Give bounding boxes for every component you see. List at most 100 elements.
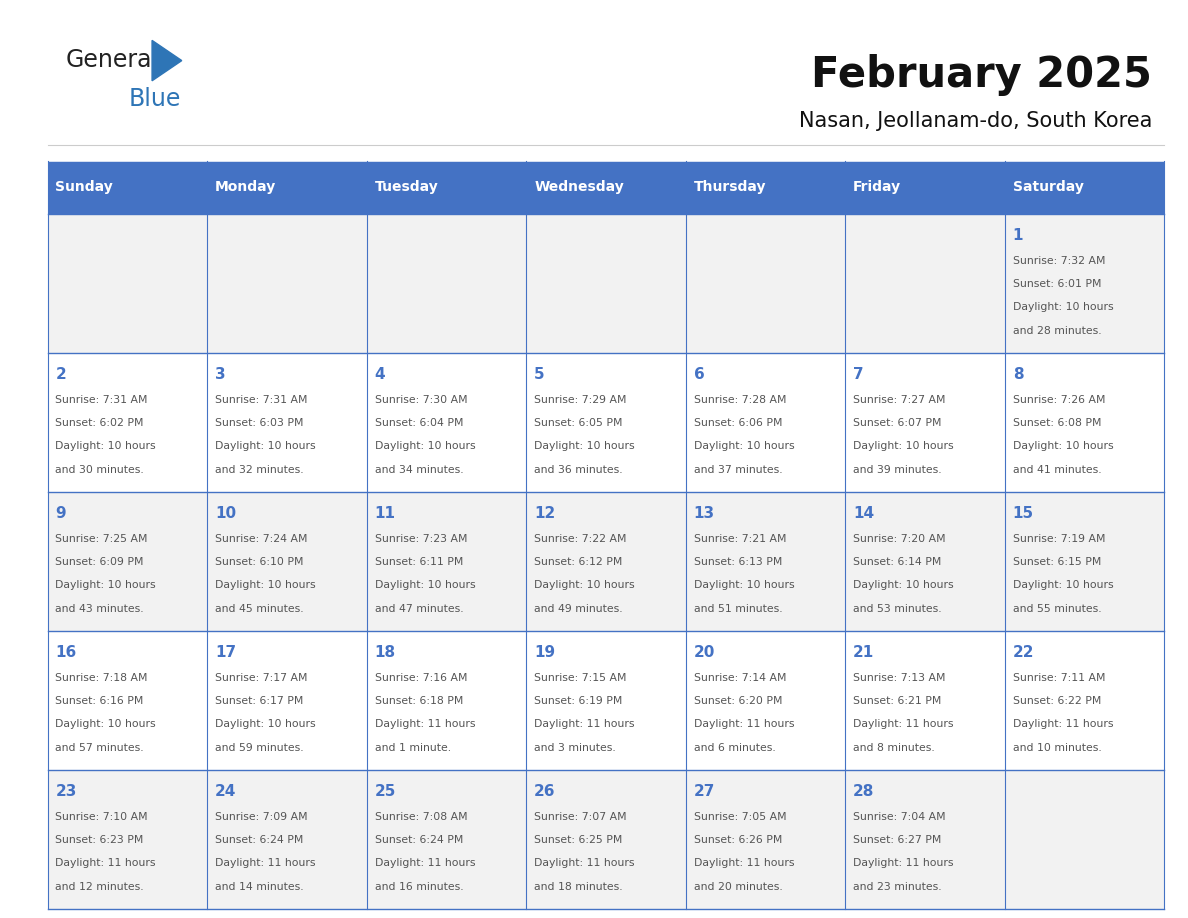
Bar	[845, 492, 1005, 631]
Text: Sunset: 6:08 PM: Sunset: 6:08 PM	[1012, 419, 1101, 428]
Text: and 57 minutes.: and 57 minutes.	[56, 743, 144, 753]
Text: 20: 20	[694, 644, 715, 660]
Text: Sunset: 6:02 PM: Sunset: 6:02 PM	[56, 419, 144, 428]
Text: 13: 13	[694, 506, 715, 521]
Text: Sunset: 6:14 PM: Sunset: 6:14 PM	[853, 557, 942, 567]
Text: Monday: Monday	[215, 180, 277, 195]
Text: and 41 minutes.: and 41 minutes.	[1012, 465, 1101, 475]
Text: Daylight: 10 hours: Daylight: 10 hours	[853, 580, 954, 590]
Text: Sunset: 6:03 PM: Sunset: 6:03 PM	[215, 419, 303, 428]
Text: Daylight: 11 hours: Daylight: 11 hours	[694, 719, 794, 729]
Text: Sunrise: 7:11 AM: Sunrise: 7:11 AM	[1012, 673, 1105, 683]
Text: Sunrise: 7:20 AM: Sunrise: 7:20 AM	[853, 533, 946, 543]
Text: Sunset: 6:06 PM: Sunset: 6:06 PM	[694, 419, 782, 428]
Text: 15: 15	[1012, 506, 1034, 521]
Text: 10: 10	[215, 506, 236, 521]
Text: Saturday: Saturday	[1012, 180, 1083, 195]
Text: Sunrise: 7:25 AM: Sunrise: 7:25 AM	[56, 533, 148, 543]
Bar	[526, 353, 685, 492]
Text: 26: 26	[535, 784, 556, 799]
Text: Sunrise: 7:21 AM: Sunrise: 7:21 AM	[694, 533, 786, 543]
Text: and 20 minutes.: and 20 minutes.	[694, 881, 783, 891]
Text: Sunset: 6:16 PM: Sunset: 6:16 PM	[56, 696, 144, 706]
Bar	[1005, 492, 1164, 631]
Text: and 45 minutes.: and 45 minutes.	[215, 604, 304, 614]
Text: Sunrise: 7:09 AM: Sunrise: 7:09 AM	[215, 812, 308, 822]
Text: and 32 minutes.: and 32 minutes.	[215, 465, 304, 475]
Bar	[685, 631, 845, 770]
Text: Sunrise: 7:19 AM: Sunrise: 7:19 AM	[1012, 533, 1105, 543]
Text: and 18 minutes.: and 18 minutes.	[535, 881, 623, 891]
Text: Sunrise: 7:31 AM: Sunrise: 7:31 AM	[56, 395, 148, 405]
Text: Sunrise: 7:16 AM: Sunrise: 7:16 AM	[374, 673, 467, 683]
Text: Sunset: 6:05 PM: Sunset: 6:05 PM	[535, 419, 623, 428]
Text: Sunset: 6:12 PM: Sunset: 6:12 PM	[535, 557, 623, 567]
Text: Daylight: 11 hours: Daylight: 11 hours	[374, 719, 475, 729]
Text: and 30 minutes.: and 30 minutes.	[56, 465, 144, 475]
Text: Sunrise: 7:27 AM: Sunrise: 7:27 AM	[853, 395, 946, 405]
Text: Daylight: 10 hours: Daylight: 10 hours	[215, 719, 316, 729]
Text: Daylight: 11 hours: Daylight: 11 hours	[535, 719, 634, 729]
Bar	[845, 770, 1005, 909]
Bar	[1005, 631, 1164, 770]
Text: and 12 minutes.: and 12 minutes.	[56, 881, 144, 891]
Text: and 23 minutes.: and 23 minutes.	[853, 881, 942, 891]
Text: General: General	[65, 48, 158, 72]
Text: Sunset: 6:19 PM: Sunset: 6:19 PM	[535, 696, 623, 706]
Text: Sunrise: 7:24 AM: Sunrise: 7:24 AM	[215, 533, 308, 543]
Bar	[1005, 161, 1164, 214]
Text: Sunset: 6:11 PM: Sunset: 6:11 PM	[374, 557, 463, 567]
Text: Daylight: 10 hours: Daylight: 10 hours	[535, 580, 634, 590]
Text: and 6 minutes.: and 6 minutes.	[694, 743, 776, 753]
Text: Sunset: 6:25 PM: Sunset: 6:25 PM	[535, 835, 623, 845]
Text: Daylight: 10 hours: Daylight: 10 hours	[694, 580, 795, 590]
Text: Sunrise: 7:08 AM: Sunrise: 7:08 AM	[374, 812, 467, 822]
Text: Daylight: 11 hours: Daylight: 11 hours	[374, 858, 475, 868]
Text: 28: 28	[853, 784, 874, 799]
Text: Sunrise: 7:29 AM: Sunrise: 7:29 AM	[535, 395, 626, 405]
Text: Thursday: Thursday	[694, 180, 766, 195]
Text: 4: 4	[374, 367, 385, 382]
Bar	[1005, 214, 1164, 353]
Text: Sunrise: 7:30 AM: Sunrise: 7:30 AM	[374, 395, 467, 405]
Text: and 28 minutes.: and 28 minutes.	[1012, 326, 1101, 336]
Text: Sunrise: 7:07 AM: Sunrise: 7:07 AM	[535, 812, 627, 822]
Bar	[48, 631, 207, 770]
Text: 7: 7	[853, 367, 864, 382]
Text: Sunrise: 7:10 AM: Sunrise: 7:10 AM	[56, 812, 148, 822]
Polygon shape	[152, 40, 182, 81]
Bar	[367, 631, 526, 770]
Text: Sunset: 6:20 PM: Sunset: 6:20 PM	[694, 696, 782, 706]
Text: Sunset: 6:15 PM: Sunset: 6:15 PM	[1012, 557, 1101, 567]
Text: Daylight: 10 hours: Daylight: 10 hours	[215, 580, 316, 590]
Bar	[367, 353, 526, 492]
Bar	[48, 161, 207, 214]
Text: and 8 minutes.: and 8 minutes.	[853, 743, 935, 753]
Text: Sunset: 6:18 PM: Sunset: 6:18 PM	[374, 696, 463, 706]
Bar	[207, 353, 367, 492]
Text: 22: 22	[1012, 644, 1035, 660]
Bar	[48, 770, 207, 909]
Bar	[367, 161, 526, 214]
Text: 18: 18	[374, 644, 396, 660]
Text: and 3 minutes.: and 3 minutes.	[535, 743, 615, 753]
Bar	[207, 161, 367, 214]
Bar	[526, 161, 685, 214]
Bar	[1005, 770, 1164, 909]
Text: Sunset: 6:26 PM: Sunset: 6:26 PM	[694, 835, 782, 845]
Text: Daylight: 10 hours: Daylight: 10 hours	[1012, 580, 1113, 590]
Text: Daylight: 11 hours: Daylight: 11 hours	[1012, 719, 1113, 729]
Text: and 1 minute.: and 1 minute.	[374, 743, 450, 753]
Text: Sunrise: 7:32 AM: Sunrise: 7:32 AM	[1012, 255, 1105, 265]
Text: Sunday: Sunday	[56, 180, 113, 195]
Bar	[367, 492, 526, 631]
Text: Nasan, Jeollanam-do, South Korea: Nasan, Jeollanam-do, South Korea	[800, 111, 1152, 131]
Bar	[367, 770, 526, 909]
Text: 8: 8	[1012, 367, 1023, 382]
Text: Sunset: 6:24 PM: Sunset: 6:24 PM	[374, 835, 463, 845]
Text: Sunset: 6:01 PM: Sunset: 6:01 PM	[1012, 279, 1101, 289]
Text: 25: 25	[374, 784, 396, 799]
Text: 21: 21	[853, 644, 874, 660]
Text: Sunset: 6:24 PM: Sunset: 6:24 PM	[215, 835, 303, 845]
Text: Sunrise: 7:17 AM: Sunrise: 7:17 AM	[215, 673, 308, 683]
